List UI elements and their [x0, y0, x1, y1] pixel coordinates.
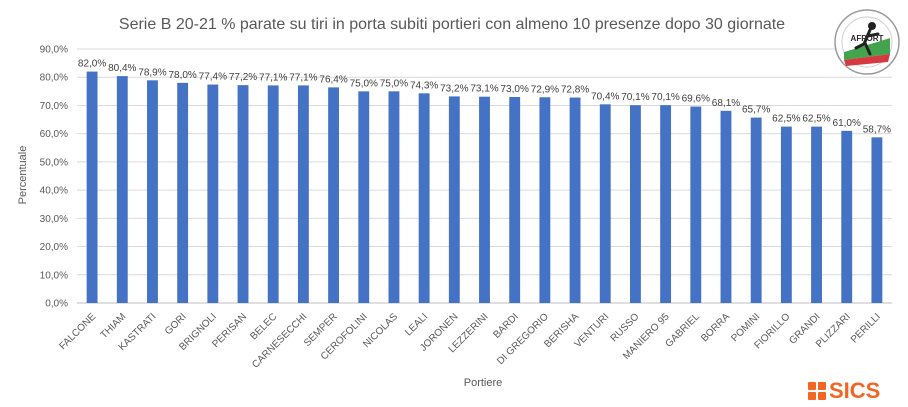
- x-tick-label: PERILLI: [849, 311, 883, 345]
- bar-venturi: [599, 104, 611, 303]
- data-label: 74,3%: [410, 80, 438, 91]
- bar-joronen: [448, 96, 460, 303]
- x-tick-label: LEALI: [403, 311, 430, 338]
- data-label: 58,7%: [863, 124, 891, 135]
- chart-title: Serie B 20-21 % parate su tiri in porta …: [119, 16, 785, 33]
- bar-fiorillo: [780, 126, 792, 303]
- bar-brignoli: [207, 84, 219, 303]
- y-tick-label: 90,0%: [40, 45, 68, 56]
- data-label: 62,5%: [772, 114, 800, 125]
- bar-kastrati: [147, 80, 158, 304]
- data-labels: 82,0% 80,4% 78,9% 78,0% 77,4% 77,2% 77,1% 77,1%…: [78, 59, 891, 136]
- afport-logo-text: AFPORT: [851, 34, 884, 43]
- x-tick-label: FALCONE: [57, 311, 98, 352]
- data-label: 78,0%: [168, 70, 196, 81]
- data-label: 70,1%: [651, 92, 679, 103]
- y-tick-label: 40,0%: [40, 186, 68, 197]
- sics-logo-mark: [808, 382, 826, 400]
- y-tick-label: 60,0%: [40, 129, 68, 140]
- bar-gabriel: [690, 106, 702, 303]
- data-label: 72,9%: [531, 84, 559, 95]
- y-tick-label: 50,0%: [40, 157, 68, 168]
- bar-falcone: [86, 71, 98, 303]
- y-tick-label: 80,0%: [40, 73, 68, 84]
- bar-di-gregorio: [539, 97, 551, 303]
- data-label: 70,4%: [591, 91, 619, 102]
- y-tick-label: 70,0%: [40, 101, 68, 112]
- data-label: 76,4%: [319, 74, 347, 85]
- bar-grandi: [811, 126, 822, 303]
- data-label: 69,6%: [682, 94, 710, 105]
- y-tick-label: 20,0%: [40, 242, 68, 253]
- bar-berisha: [569, 97, 581, 303]
- data-label: 73,0%: [501, 84, 529, 95]
- bar-plizzari: [841, 130, 853, 303]
- data-label: 77,1%: [259, 72, 287, 83]
- bars: [86, 71, 883, 304]
- bar-perilli: [871, 137, 883, 303]
- data-label: 75,0%: [350, 78, 378, 89]
- data-label: 75,0%: [380, 78, 408, 89]
- data-label: 65,7%: [742, 105, 770, 116]
- x-tick-label: THIAM: [99, 311, 129, 341]
- y-tick-label: 30,0%: [40, 214, 68, 225]
- bar-leali: [418, 93, 430, 303]
- x-tick-label: CARNESECCHI: [250, 311, 309, 370]
- afport-logo: AFPORT: [834, 9, 900, 75]
- data-label: 78,9%: [138, 67, 166, 78]
- data-label: 82,0%: [78, 59, 106, 70]
- data-label: 77,1%: [289, 72, 317, 83]
- data-label: 62,5%: [802, 114, 830, 125]
- bar-pomini: [750, 117, 762, 303]
- data-label: 73,1%: [470, 84, 498, 95]
- bar-carnesecchi: [297, 85, 309, 303]
- bar-maniero-95: [660, 105, 672, 303]
- data-label: 61,0%: [833, 118, 861, 129]
- bar-semper: [328, 87, 340, 303]
- data-label: 72,8%: [561, 85, 589, 96]
- x-axis-label: Portiere: [464, 377, 503, 389]
- y-tick-label: 10,0%: [40, 270, 68, 281]
- bar-cerofolini: [358, 91, 370, 303]
- bar-belec: [267, 85, 279, 303]
- sics-logo: SICS: [808, 378, 881, 403]
- bar-nicolas: [388, 91, 400, 303]
- x-tick-label: BORRA: [699, 311, 732, 344]
- bar-gori: [177, 82, 189, 303]
- y-axis-label: Percentuale: [17, 146, 29, 205]
- x-tick-label: BARDI: [491, 311, 520, 340]
- data-label: 77,2%: [229, 72, 257, 83]
- data-label: 73,2%: [440, 83, 468, 94]
- y-tick-label: 0,0%: [45, 299, 68, 310]
- bar-lezzerini: [479, 96, 490, 303]
- bar-borra: [720, 110, 732, 303]
- x-tick-label: GORI: [163, 311, 189, 337]
- bar-bardi: [509, 96, 521, 303]
- data-label: 77,4%: [199, 72, 227, 83]
- data-label: 80,4%: [108, 63, 136, 74]
- sics-logo-text: SICS: [829, 378, 881, 403]
- bar-russo: [629, 105, 641, 303]
- data-label: 68,1%: [712, 98, 740, 109]
- bar-thiam: [116, 76, 128, 304]
- data-label: 70,1%: [621, 92, 649, 103]
- y-axis-ticks: 0,0% 10,0% 20,0% 30,0% 40,0% 50,0% 60,0% 70,0% 8…: [40, 45, 68, 310]
- bar-perisan: [237, 85, 249, 303]
